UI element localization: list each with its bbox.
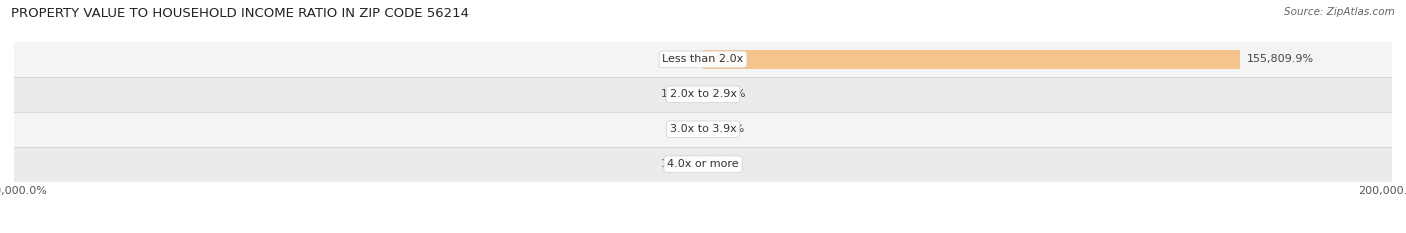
Text: 4.4%: 4.4% <box>668 124 696 134</box>
Text: 59.4%: 59.4% <box>661 55 696 64</box>
Bar <box>703 50 1240 69</box>
Bar <box>14 77 1392 112</box>
Text: 3.0x to 3.9x: 3.0x to 3.9x <box>669 124 737 134</box>
Bar <box>14 112 1392 147</box>
Text: 19.6%: 19.6% <box>661 159 696 169</box>
Text: 155,809.9%: 155,809.9% <box>1247 55 1313 64</box>
Text: 73.2%: 73.2% <box>710 89 745 99</box>
Text: 16.7%: 16.7% <box>661 89 696 99</box>
Bar <box>14 147 1392 182</box>
Bar <box>14 42 1392 77</box>
Text: 2.0x to 2.9x: 2.0x to 2.9x <box>669 89 737 99</box>
Text: 15.5%: 15.5% <box>710 124 745 134</box>
Text: PROPERTY VALUE TO HOUSEHOLD INCOME RATIO IN ZIP CODE 56214: PROPERTY VALUE TO HOUSEHOLD INCOME RATIO… <box>11 7 470 20</box>
Text: Less than 2.0x: Less than 2.0x <box>662 55 744 64</box>
Text: 1.4%: 1.4% <box>710 159 738 169</box>
Text: Source: ZipAtlas.com: Source: ZipAtlas.com <box>1284 7 1395 17</box>
Text: 4.0x or more: 4.0x or more <box>668 159 738 169</box>
